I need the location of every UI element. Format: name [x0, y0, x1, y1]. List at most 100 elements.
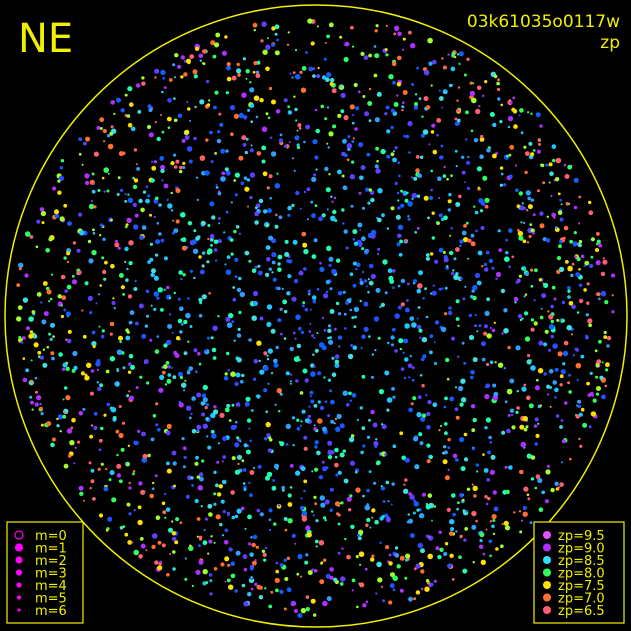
star: [126, 114, 131, 118]
star: [505, 251, 509, 255]
star: [183, 455, 187, 460]
star: [225, 170, 231, 176]
star: [328, 256, 334, 262]
star: [305, 595, 310, 599]
star: [489, 441, 493, 444]
star: [446, 377, 450, 381]
star: [518, 191, 523, 196]
star: [283, 98, 288, 103]
star: [213, 405, 217, 409]
star: [16, 316, 22, 322]
star: [394, 553, 400, 558]
star: [382, 599, 385, 603]
star: [311, 568, 314, 572]
star: [518, 274, 523, 278]
star: [255, 115, 259, 119]
star: [344, 41, 350, 47]
star: [226, 65, 231, 71]
star: [454, 117, 458, 121]
star: [377, 577, 383, 583]
star: [503, 183, 507, 187]
star: [214, 42, 220, 48]
star: [461, 341, 465, 345]
star: [368, 280, 374, 286]
star: [463, 237, 469, 243]
star: [226, 255, 231, 259]
star: [178, 270, 183, 275]
star: [249, 81, 252, 84]
star: [137, 429, 141, 433]
magnitude-swatch: [17, 608, 21, 612]
star: [315, 519, 319, 523]
star: [302, 368, 308, 374]
star: [232, 297, 237, 302]
star: [509, 378, 515, 384]
star: [216, 460, 220, 464]
star: [567, 164, 573, 170]
star: [407, 215, 410, 218]
star: [361, 426, 366, 431]
star: [412, 511, 416, 515]
star: [274, 224, 279, 229]
star: [258, 359, 261, 363]
star: [110, 125, 114, 129]
star: [228, 312, 234, 319]
star: [167, 126, 171, 129]
star: [209, 592, 213, 596]
star: [291, 157, 294, 160]
star: [159, 114, 162, 116]
star: [256, 508, 261, 513]
star: [287, 213, 291, 217]
star: [319, 579, 325, 585]
star: [147, 125, 151, 129]
star: [355, 470, 358, 474]
star: [507, 413, 511, 417]
star: [139, 375, 143, 379]
star: [299, 391, 304, 395]
star: [228, 419, 232, 422]
star: [310, 371, 316, 377]
star: [403, 376, 407, 380]
star: [227, 514, 230, 517]
star: [177, 297, 181, 301]
star: [454, 149, 458, 153]
star: [240, 379, 244, 384]
star: [46, 289, 52, 295]
star: [150, 437, 155, 442]
star: [367, 278, 370, 281]
star: [331, 372, 337, 378]
star: [457, 86, 461, 89]
star: [361, 374, 366, 379]
star: [386, 397, 393, 403]
zp-swatch: [543, 543, 551, 552]
star: [124, 93, 128, 97]
star: [303, 489, 306, 493]
star: [268, 235, 274, 241]
star: [161, 179, 164, 182]
star: [573, 177, 579, 183]
star: [107, 143, 114, 150]
star: [596, 292, 601, 297]
star: [250, 409, 254, 412]
star: [345, 300, 350, 305]
star: [483, 331, 488, 336]
star: [561, 300, 566, 305]
star: [177, 371, 183, 377]
star: [235, 372, 241, 378]
magnitude-swatch: [16, 595, 22, 600]
star: [568, 390, 572, 394]
star: [355, 267, 358, 271]
star: [277, 504, 281, 507]
star: [212, 54, 217, 59]
star: [367, 101, 373, 106]
star: [463, 73, 467, 77]
star: [424, 287, 427, 291]
star: [71, 417, 76, 423]
star: [605, 368, 609, 372]
star: [366, 152, 371, 157]
star: [41, 221, 45, 225]
star: [157, 540, 162, 545]
star: [134, 440, 139, 446]
star: [507, 125, 511, 129]
